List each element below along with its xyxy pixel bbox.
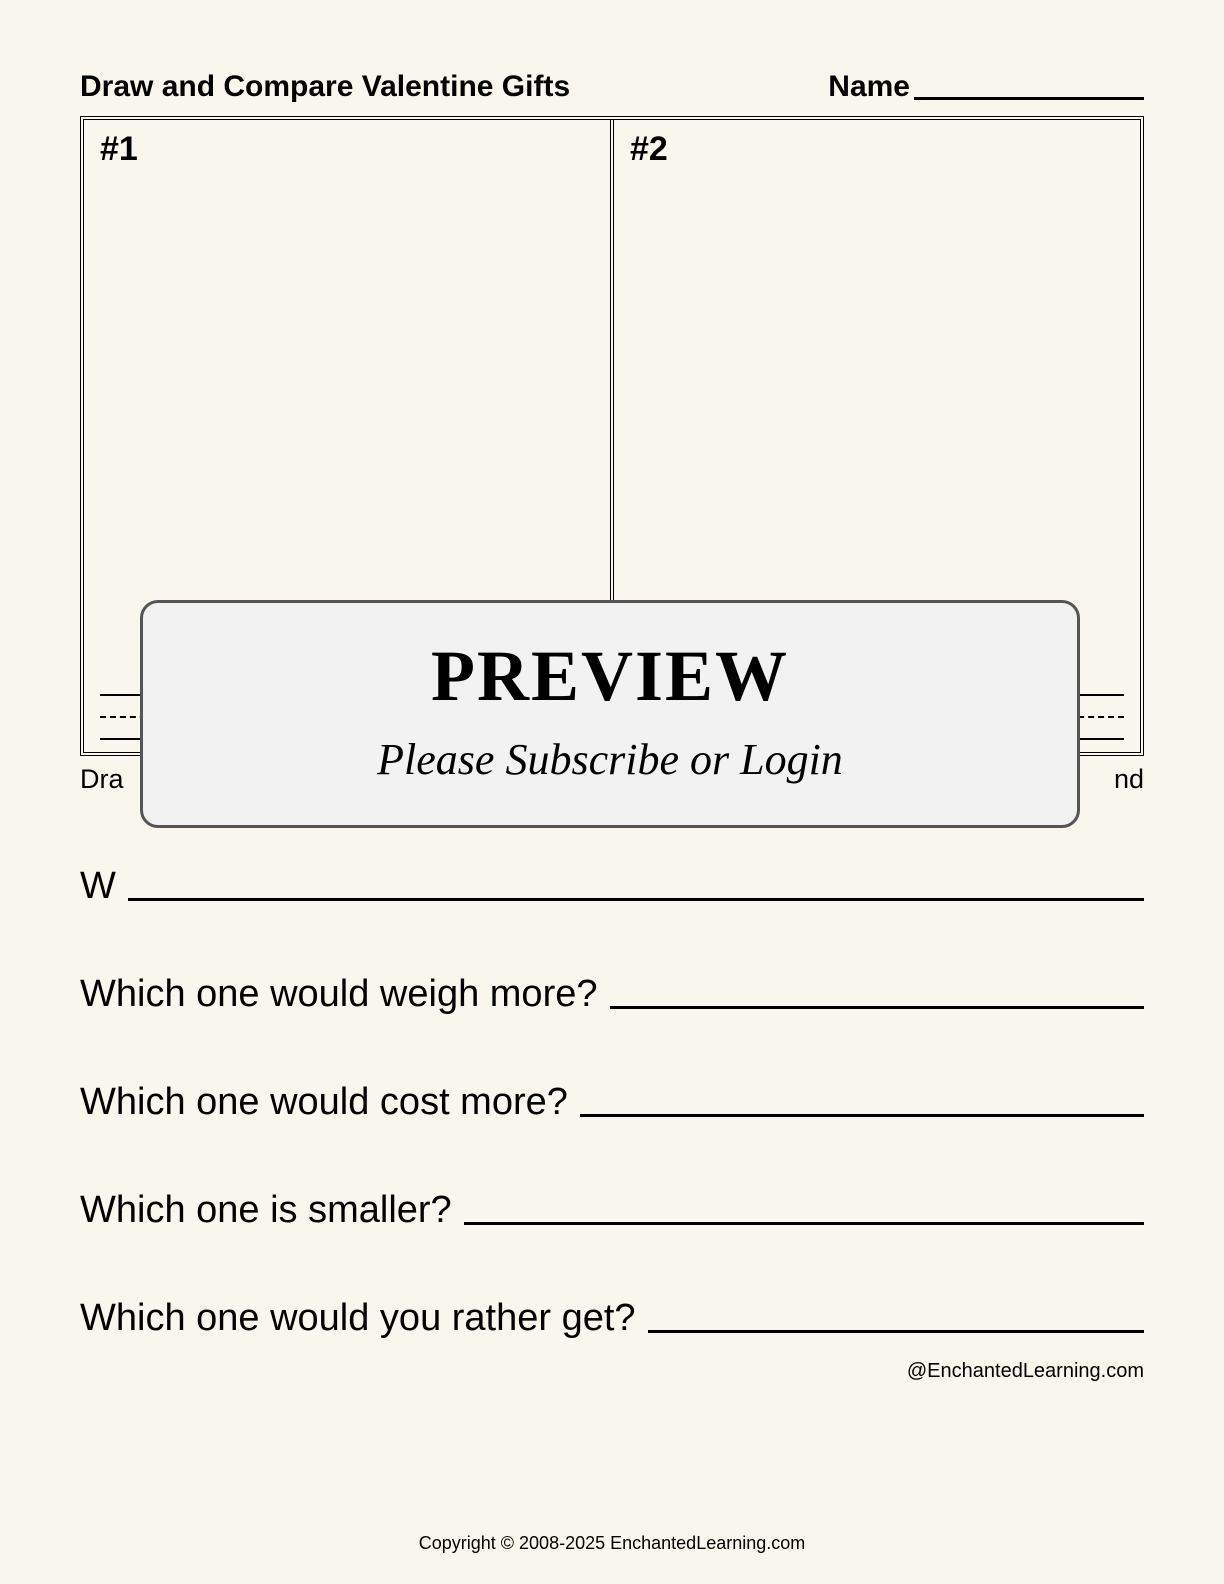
question-3-text: Which one would cost more? <box>80 1081 568 1124</box>
name-block: Name <box>828 70 1144 104</box>
question-4: Which one is smaller? <box>80 1189 1144 1232</box>
answer-line-1[interactable] <box>128 898 1144 901</box>
copyright-text: Copyright © 2008-2025 EnchantedLearning.… <box>0 1533 1224 1554</box>
overlay-title: PREVIEW <box>163 635 1057 718</box>
question-1-text: W <box>80 865 116 908</box>
header-row: Draw and Compare Valentine Gifts Name <box>80 70 1144 104</box>
worksheet-title: Draw and Compare Valentine Gifts <box>80 70 570 104</box>
question-2-text: Which one would weigh more? <box>80 973 598 1016</box>
answer-line-3[interactable] <box>580 1114 1144 1117</box>
answer-line-4[interactable] <box>464 1222 1144 1225</box>
question-5-text: Which one would you rather get? <box>80 1297 636 1340</box>
name-label: Name <box>828 70 910 104</box>
answer-line-2[interactable] <box>610 1006 1145 1009</box>
box-1-label: #1 <box>100 130 594 169</box>
caption-right: nd <box>1114 764 1144 795</box>
question-2: Which one would weigh more? <box>80 973 1144 1016</box>
question-4-text: Which one is smaller? <box>80 1189 452 1232</box>
answer-line-5[interactable] <box>648 1330 1144 1333</box>
attribution-text: @EnchantedLearning.com <box>80 1360 1144 1383</box>
overlay-subtitle: Please Subscribe or Login <box>163 734 1057 785</box>
question-1: W <box>80 865 1144 908</box>
name-input-line[interactable] <box>914 97 1144 100</box>
questions-block: W Which one would weigh more? Which one … <box>80 865 1144 1340</box>
question-5: Which one would you rather get? <box>80 1297 1144 1340</box>
question-3: Which one would cost more? <box>80 1081 1144 1124</box>
caption-left: Dra <box>80 764 124 795</box>
preview-overlay: PREVIEW Please Subscribe or Login <box>140 600 1080 828</box>
box-2-label: #2 <box>630 130 1124 169</box>
